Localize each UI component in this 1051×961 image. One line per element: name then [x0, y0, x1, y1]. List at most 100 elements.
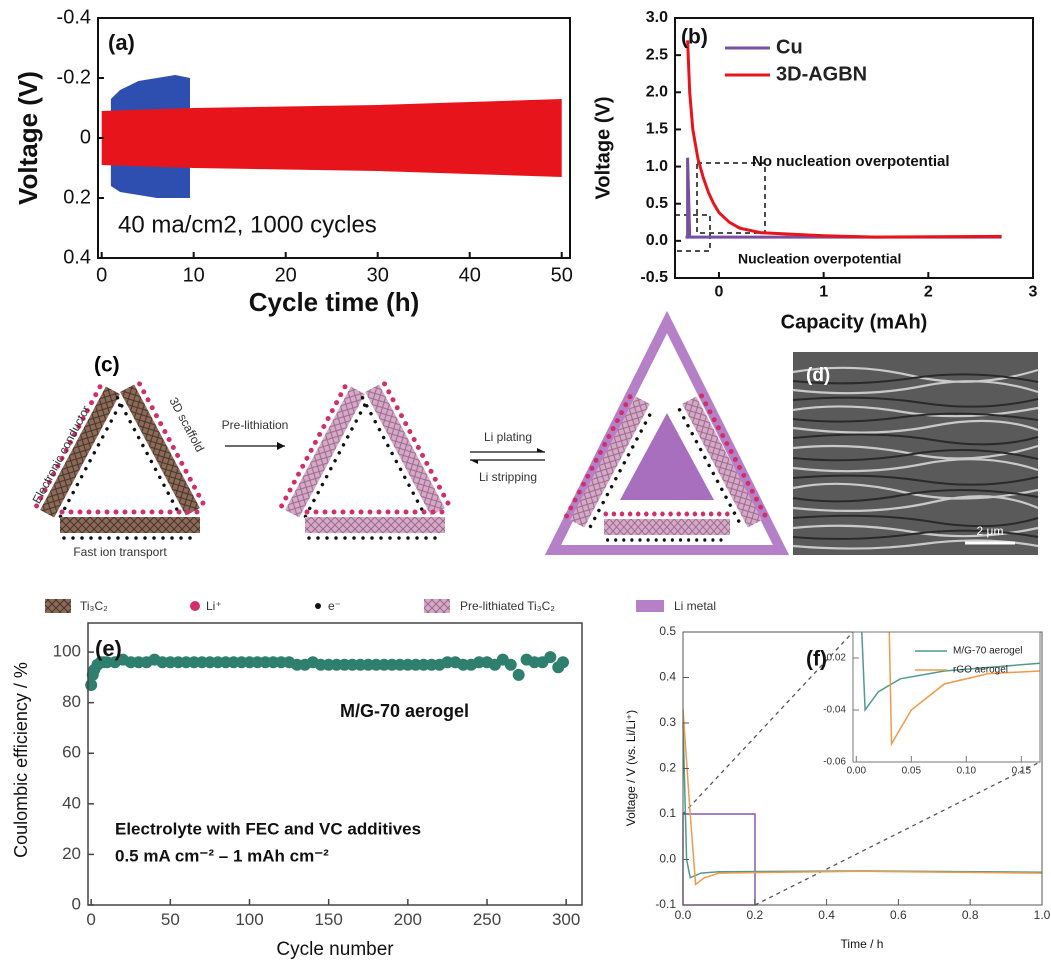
- ti3c2-bar: [60, 512, 200, 538]
- chart-text: 0.5 mA cm⁻² – 1 mAh cm⁻²: [115, 846, 329, 865]
- x-tick-label: 0.15: [1012, 766, 1032, 777]
- y-tick-label: 0.0: [659, 852, 676, 866]
- diagram-label: Li stripping: [479, 470, 537, 484]
- zoom-line: [755, 762, 1040, 905]
- y-tick-label: -0.02: [823, 653, 846, 664]
- legend-swatch: [315, 603, 321, 609]
- y-tick-label: 80: [62, 692, 81, 711]
- chart-text: No nucleation overpotential: [752, 153, 950, 170]
- x-tick-label: 50: [161, 910, 180, 929]
- y-tick-label: 0.0: [646, 232, 668, 249]
- chart-text: Coulombic efficiency / %: [11, 662, 31, 858]
- x-tick-label: 0.10: [957, 766, 977, 777]
- x-tick-label: 20: [275, 264, 297, 286]
- y-tick-label: -0.5: [640, 269, 668, 286]
- diagram-label: Li plating: [484, 430, 532, 444]
- plot-frame: [675, 18, 1033, 278]
- x-tick-label: 100: [235, 910, 263, 929]
- scale-bar-label: 2 μm: [977, 524, 1004, 538]
- y-tick-label: 0.5: [659, 624, 676, 638]
- legend-swatch: [45, 599, 71, 613]
- data-point: [544, 651, 556, 663]
- chart-text: Electrolyte with FEC and VC additives: [115, 819, 421, 838]
- y-tick-label: 0.4: [63, 246, 91, 268]
- x-tick-label: 40: [459, 264, 481, 286]
- y-tick-label: 0: [72, 894, 81, 913]
- y-tick-label: 0.4: [659, 670, 676, 684]
- arrow-head: [537, 448, 545, 452]
- legend-label: Cu: [776, 36, 803, 58]
- y-tick-label: -0.06: [823, 757, 846, 768]
- y-tick-label: 3.0: [646, 9, 668, 26]
- chart-text: Time / h: [841, 937, 884, 951]
- chart-text: (a): [108, 30, 135, 55]
- diagram-label: Fast ion transport: [73, 545, 167, 559]
- diagram-label: Pre-lithiation: [222, 418, 289, 432]
- chart-text: Cycle number: [276, 939, 394, 960]
- x-tick-label: 300: [552, 910, 580, 929]
- legend-label: Li metal: [674, 599, 716, 613]
- y-tick-label: 0.2: [659, 761, 676, 775]
- x-tick-label: 0.05: [902, 766, 922, 777]
- x-tick-label: 0.2: [746, 908, 763, 922]
- ti3c2-bar: [116, 382, 205, 518]
- x-tick-label: 0.00: [847, 766, 867, 777]
- y-tick-label: 2.0: [646, 84, 668, 101]
- y-tick-label: -0.04: [823, 705, 846, 716]
- x-tick-label: 2: [924, 284, 933, 301]
- y-tick-label: -0.1: [655, 897, 676, 911]
- x-tick-label: 3: [1029, 284, 1038, 301]
- arrow-head: [277, 442, 285, 450]
- x-tick-label: 200: [394, 910, 422, 929]
- chart-text: (e): [95, 636, 122, 661]
- x-tick-label: 0: [715, 284, 724, 301]
- y-tick-label: 1.0: [646, 158, 668, 175]
- figure: (c) Electronic conductor 3D scaffold Fas…: [0, 0, 1051, 961]
- legend-label: rGO aerogel: [953, 665, 1008, 676]
- prelithiated-bar: [361, 382, 450, 518]
- y-tick-label: 0.1: [659, 806, 676, 820]
- x-tick-label: 30: [367, 264, 389, 286]
- prelithiated-bar: [305, 512, 445, 538]
- y-tick-label: 2.5: [646, 46, 668, 63]
- y-tick-label: 40: [62, 793, 81, 812]
- x-tick-label: 150: [314, 910, 342, 929]
- arrow-head: [470, 460, 478, 464]
- x-tick-label: 0.0: [675, 908, 692, 922]
- chart-text: Voltage / V (vs. Li/Li⁺): [624, 710, 638, 826]
- x-tick-label: 250: [473, 910, 501, 929]
- y-tick-label: 0: [80, 126, 91, 148]
- x-tick-label: 50: [551, 264, 573, 286]
- y-tick-label: 1.5: [646, 121, 668, 138]
- y-tick-label: 100: [53, 642, 81, 661]
- data-point: [557, 656, 569, 668]
- data-point: [505, 659, 517, 671]
- prelithiated-bar: [604, 514, 730, 540]
- legend-label: Li⁺: [206, 599, 222, 613]
- data-point: [85, 679, 97, 691]
- chart-text: (b): [681, 26, 708, 49]
- diagram-c: [36, 322, 781, 550]
- legend-label: Pre-lithiated Ti₃C₂: [460, 599, 555, 613]
- data-point: [513, 669, 525, 681]
- panel-label: (c): [94, 354, 120, 377]
- panel-label: (d): [806, 365, 830, 386]
- x-tick-label: 0.8: [962, 908, 979, 922]
- y-tick-label: 0.3: [659, 715, 676, 729]
- voltage-band: [102, 99, 562, 177]
- y-tick-label: 20: [62, 844, 81, 863]
- legend-label: 3D-AGBN: [776, 63, 867, 85]
- legend-swatch: [636, 600, 664, 612]
- x-tick-label: 1: [819, 284, 828, 301]
- chart-text: Cycle time (h): [249, 287, 420, 317]
- chart-text: Voltage (V): [13, 71, 43, 205]
- x-tick-label: 1.0: [1034, 908, 1051, 922]
- prelithiated-bar: [281, 384, 370, 520]
- chart-text: Capacity (mAh): [781, 311, 928, 333]
- chart-text: Nucleation overpotential: [738, 251, 901, 267]
- legend-label: Ti₃C₂: [80, 599, 108, 613]
- y-tick-label: 0.2: [63, 186, 91, 208]
- y-tick-label: 60: [62, 743, 81, 762]
- y-tick-label: -0.2: [57, 66, 91, 88]
- x-tick-label: 0: [96, 264, 107, 286]
